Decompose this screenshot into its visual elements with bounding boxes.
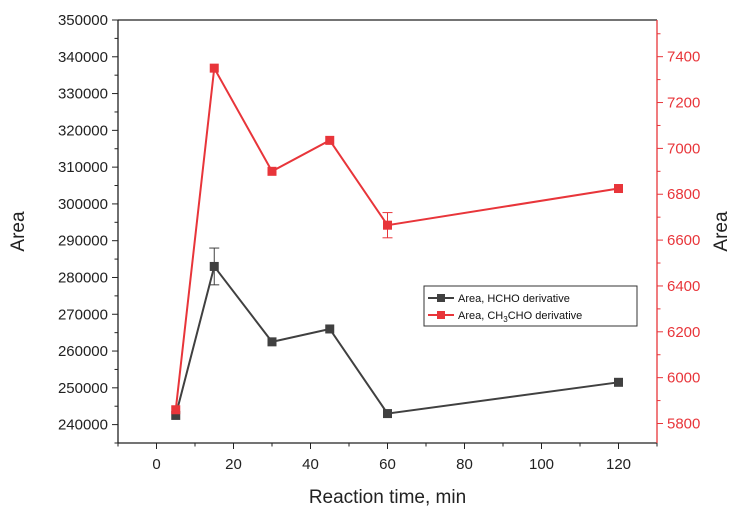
- x-tick-label: 0: [152, 456, 160, 473]
- legend-label-ch3cho: Area, CH3CHO derivative: [458, 310, 582, 324]
- right-y-tick-label: 7400: [667, 49, 700, 66]
- x-tick-label: 100: [529, 456, 554, 473]
- data-point: [325, 135, 335, 145]
- data-point: [325, 324, 335, 334]
- data-point: [209, 63, 219, 73]
- right-y-tick-label: 5800: [667, 416, 700, 433]
- data-point: [267, 337, 277, 347]
- series-line-1: [174, 64, 619, 410]
- right-y-tick-label: 6200: [667, 324, 700, 341]
- right-y-tick-label: 6800: [667, 186, 700, 203]
- left-y-tick-label: 320000: [58, 122, 108, 139]
- data-point: [267, 166, 277, 176]
- x-tick-label: 20: [225, 456, 242, 473]
- axes: 0 20 40 60 80 100 120 240000 250000 260000 270000 2…: [58, 12, 700, 473]
- left-y-tick-label: 350000: [58, 12, 108, 29]
- left-y-tick-label: 330000: [58, 86, 108, 103]
- data-point: [383, 220, 392, 230]
- right-y-tick-label: 7200: [667, 95, 700, 112]
- left-y-tick-label: 250000: [58, 380, 108, 397]
- left-y-tick-label: 310000: [58, 159, 108, 176]
- left-y-tick-label: 270000: [58, 306, 108, 323]
- left-y-axis-title: Area: [8, 211, 29, 252]
- legend-label-hcho: Area, HCHO derivative: [458, 293, 570, 305]
- legend-label-ch3cho-subscript: 3: [503, 315, 508, 324]
- right-y-axis-title: Area: [711, 211, 732, 252]
- right-y-tick-label: 6000: [667, 370, 700, 387]
- right-y-tick-label: 6400: [667, 278, 700, 295]
- right-y-tick-label: 7000: [667, 140, 700, 157]
- x-axis-title: Reaction time, min: [309, 487, 466, 508]
- left-y-tick-label: 240000: [58, 417, 108, 434]
- left-y-tick-label: 340000: [58, 49, 108, 66]
- data-point: [171, 405, 181, 415]
- x-tick-label: 60: [379, 456, 396, 473]
- legend: Area, HCHO derivative Area, CH3CHO deriv…: [423, 285, 638, 327]
- right-y-tick-label: 6600: [667, 232, 700, 249]
- left-y-tick-label: 300000: [58, 196, 108, 213]
- legend-marker-hcho: [437, 294, 445, 302]
- series-line-0: [174, 264, 619, 416]
- left-y-tick-label: 260000: [58, 343, 108, 360]
- data-point: [614, 377, 623, 387]
- series-layer: [171, 63, 623, 420]
- left-y-tick-label: 280000: [58, 269, 108, 286]
- data-point: [383, 409, 392, 419]
- x-tick-label: 120: [606, 456, 631, 473]
- legend-label-ch3cho-prefix: Area, CH: [458, 310, 503, 322]
- x-tick-label: 40: [302, 456, 319, 473]
- legend-box: [423, 285, 638, 327]
- legend-marker-ch3cho: [437, 311, 445, 319]
- legend-label-ch3cho-suffix: CHO derivative: [508, 310, 583, 322]
- x-tick-label: 80: [456, 456, 473, 473]
- left-y-tick-label: 290000: [58, 233, 108, 250]
- data-point: [171, 410, 181, 420]
- data-point: [614, 184, 623, 194]
- data-point: [209, 261, 219, 271]
